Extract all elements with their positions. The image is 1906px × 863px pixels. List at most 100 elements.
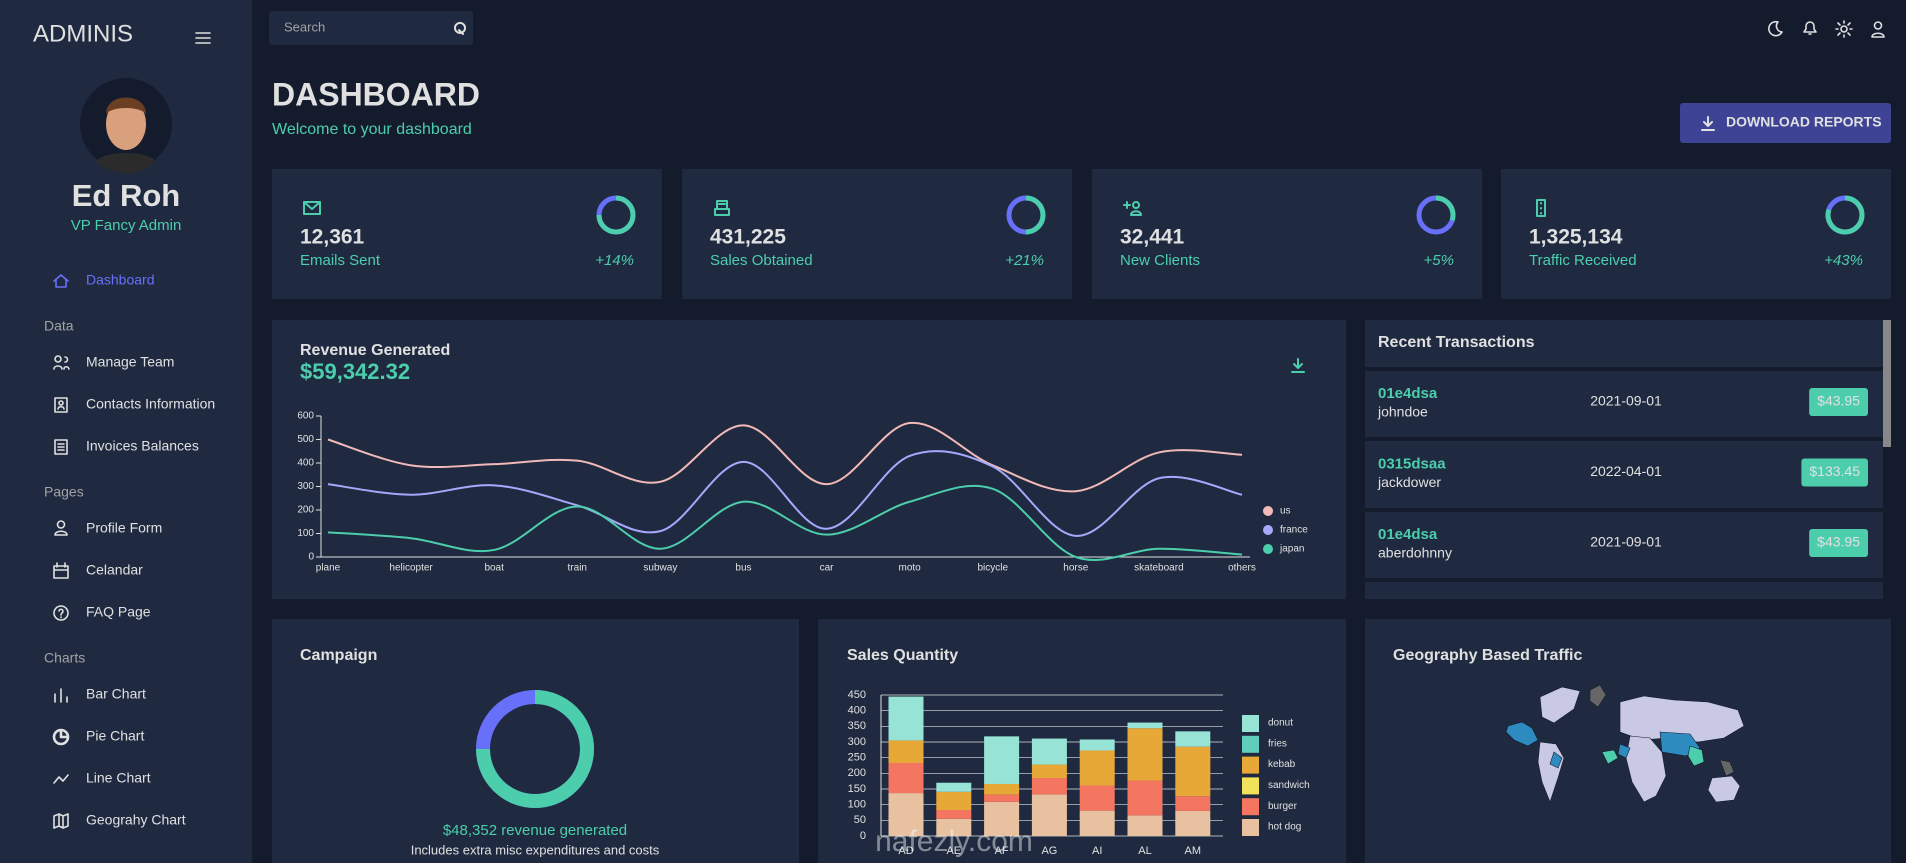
map-region: [1539, 686, 1581, 724]
download-button-label[interactable]: DOWNLOAD REPORTS: [1726, 114, 1882, 130]
bar-segment: [1127, 815, 1163, 836]
nav-section: Pages: [44, 484, 84, 500]
bar-segment: [936, 809, 972, 819]
nav-item[interactable]: Profile Form: [86, 520, 162, 536]
watermark: nafezly.com: [875, 825, 1033, 858]
row-divider: [1365, 578, 1883, 582]
nav-icon[interactable]: [53, 562, 69, 579]
nav-icon[interactable]: [54, 397, 68, 413]
sales-title: Sales Quantity: [847, 647, 958, 664]
nav-item[interactable]: Manage Team: [86, 354, 174, 370]
map-region: [1687, 745, 1705, 767]
x-tick-label: AI: [1092, 845, 1102, 857]
scrollbar-thumb[interactable]: [1883, 320, 1891, 447]
nav-item[interactable]: Contacts Information: [86, 396, 215, 412]
notification-icon[interactable]: [1803, 21, 1817, 35]
search-placeholder[interactable]: Search: [284, 19, 325, 34]
bar-segment: [888, 740, 924, 763]
nav-item[interactable]: Bar Chart: [86, 686, 146, 702]
nav-item[interactable]: Invoices Balances: [86, 438, 199, 454]
download-icon[interactable]: [1701, 116, 1715, 131]
nav-item[interactable]: FAQ Page: [86, 604, 151, 620]
row-divider: [1365, 367, 1883, 371]
y-tick-label: 250: [848, 752, 866, 764]
x-tick-label: boat: [484, 563, 504, 574]
map-region: [1589, 684, 1607, 708]
stat-card: [272, 169, 662, 299]
y-tick-label: 350: [848, 720, 866, 732]
stat-icon: [303, 201, 321, 215]
nav-item[interactable]: Geograhy Chart: [86, 812, 186, 828]
theme-icon[interactable]: [1768, 20, 1783, 37]
page-subtitle: Welcome to your dashboard: [272, 121, 472, 138]
x-tick-label: bus: [735, 563, 751, 574]
x-tick-label: helicopter: [389, 563, 433, 574]
bar-segment: [984, 736, 1020, 784]
line-series: [327, 422, 1243, 493]
tx-cost-badge: [1809, 529, 1868, 557]
nav-icon[interactable]: [54, 520, 68, 536]
legend-swatch: [1263, 525, 1273, 535]
bar-segment: [888, 762, 924, 794]
nav-icon[interactable]: [53, 605, 69, 621]
stat-increase: +43%: [1824, 252, 1863, 269]
tx-cost-badge: [1801, 458, 1868, 487]
user-icon[interactable]: [1871, 21, 1885, 38]
x-tick-label: AG: [1041, 845, 1057, 857]
stat-value: 12,361: [300, 226, 365, 249]
y-tick-label: 0: [860, 830, 866, 842]
search-icon[interactable]: [454, 21, 466, 35]
bar-segment: [1175, 796, 1211, 811]
x-tick-label: AL: [1138, 845, 1151, 857]
nav-icon[interactable]: [53, 355, 70, 370]
revenue-amount: $59,342.32: [300, 359, 410, 384]
legend-label: france: [1280, 525, 1308, 536]
map-region: [1617, 743, 1631, 759]
row-divider: [1365, 437, 1883, 441]
bar-segment: [1079, 739, 1115, 751]
nav-icon[interactable]: [53, 274, 69, 288]
bar-segment: [936, 782, 972, 792]
y-tick-label: 400: [297, 458, 314, 469]
y-tick-label: 600: [297, 411, 314, 422]
nav-item[interactable]: Pie Chart: [86, 728, 144, 744]
settings-icon[interactable]: [1835, 20, 1853, 38]
campaign-revenue: $48,352 revenue generated: [443, 822, 627, 839]
stat-card: [682, 169, 1072, 299]
legend-swatch: [1242, 819, 1259, 836]
stat-progress: [1025, 195, 1046, 235]
search-box[interactable]: [269, 11, 473, 45]
nav-item[interactable]: Dashboard: [86, 272, 155, 288]
y-tick-label: 200: [297, 505, 314, 516]
menu-toggle[interactable]: [195, 32, 211, 44]
legend-label: hot dog: [1268, 822, 1301, 833]
tx-date: 2022-04-01: [1590, 463, 1662, 479]
nav-item[interactable]: Line Chart: [86, 770, 151, 786]
campaign-progress: [476, 690, 594, 808]
tx-cost: $133.45: [1809, 463, 1860, 479]
download-button[interactable]: [1680, 103, 1891, 143]
bar-segment: [1079, 750, 1115, 786]
bar-segment: [1031, 738, 1067, 765]
transactions-title: Recent Transactions: [1378, 334, 1535, 351]
map-region: [1625, 735, 1667, 803]
nav-icon[interactable]: [53, 813, 69, 829]
bar-segment: [1127, 780, 1163, 816]
nav-icon[interactable]: [52, 728, 70, 746]
x-tick-label: horse: [1063, 563, 1088, 574]
bar-segment: [1031, 764, 1067, 779]
bar-segment: [1127, 722, 1163, 729]
nav-icon[interactable]: [53, 774, 69, 784]
stat-card: [1092, 169, 1482, 299]
revenue-download[interactable]: [1291, 358, 1305, 373]
nav-icon[interactable]: [54, 688, 68, 703]
x-tick-label: bicycle: [977, 563, 1008, 574]
legend-label: japan: [1279, 544, 1304, 555]
nav-icon[interactable]: [54, 439, 68, 455]
nav-item[interactable]: Celandar: [86, 562, 143, 578]
scrollbar-track: [1883, 320, 1891, 599]
tx-date: 2021-09-01: [1590, 393, 1662, 409]
avatar-hair: [106, 97, 146, 114]
legend-swatch: [1263, 506, 1273, 516]
